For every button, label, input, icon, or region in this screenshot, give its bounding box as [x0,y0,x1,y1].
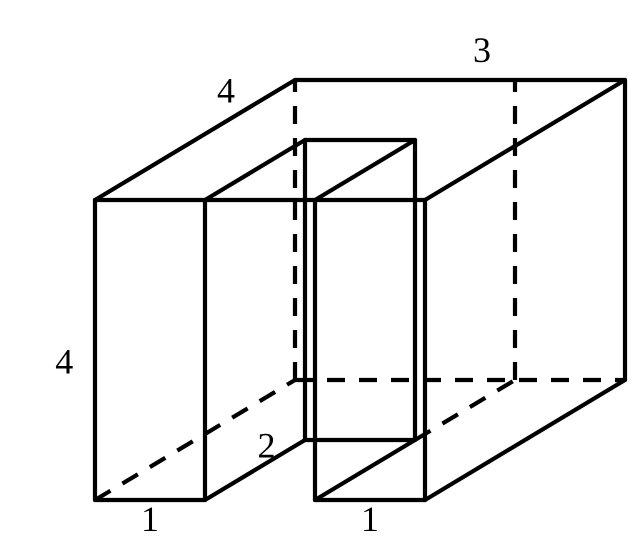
dimension-label: 4 [55,341,73,381]
hidden-edge [415,380,515,440]
dimension-label: 1 [141,499,159,539]
dimension-label: 4 [217,71,235,111]
visible-edge [205,140,305,200]
visible-edge [315,440,415,500]
visible-edge [425,80,625,200]
geometry-diagram: 3 4 4 2 1 1 [0,0,641,544]
dimension-label: 3 [473,30,491,70]
dimension-label: 2 [258,425,276,465]
visible-edge [95,80,295,200]
visible-edge [205,440,305,500]
visible-edges [95,80,625,500]
visible-edge [315,140,415,200]
dimension-label: 1 [361,499,379,539]
hidden-edges [95,80,625,500]
visible-edge [425,380,625,500]
